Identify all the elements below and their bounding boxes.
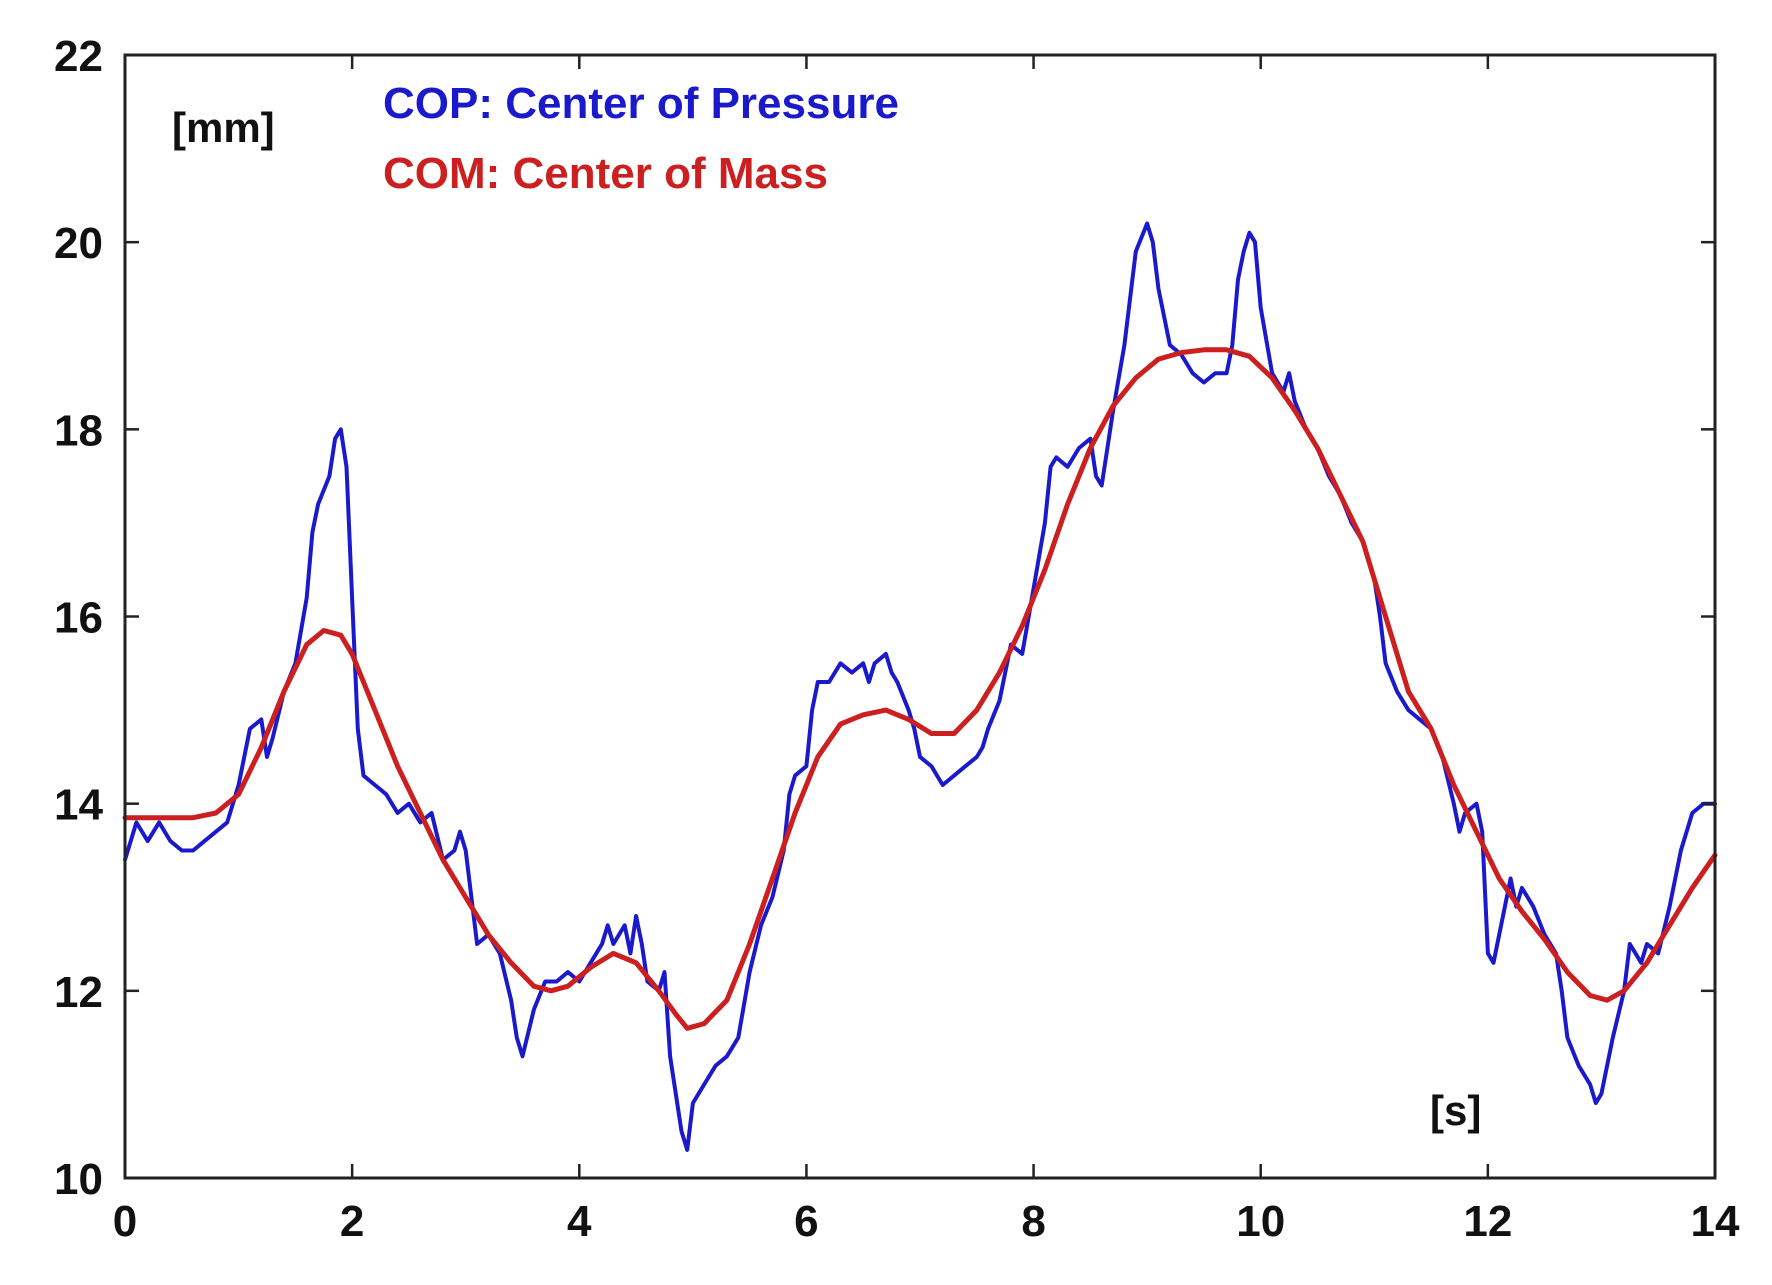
x-axis-unit-label: [s]: [1430, 1087, 1481, 1134]
axis-ticks: [123, 53, 1717, 1180]
plot-lines: [122, 221, 1718, 1152]
x-tick-label: 4: [567, 1197, 592, 1246]
y-tick-label: 12: [54, 968, 103, 1017]
y-tick-label: 20: [54, 219, 103, 268]
y-axis-unit-label: [mm]: [172, 104, 275, 151]
x-tick-label: 0: [113, 1197, 137, 1246]
legend-entry-com: COM: Center of Mass: [383, 149, 828, 198]
x-tick-label: 10: [1236, 1197, 1285, 1246]
x-tick-label: 8: [1021, 1197, 1045, 1246]
axis-tick-labels: 0 2 4 6 8 10 12 14 10 12 14 16 18 20 22: [54, 32, 1740, 1246]
y-tick-label: 22: [54, 32, 103, 81]
y-tick-label: 18: [54, 406, 103, 455]
y-tick-label: 14: [54, 781, 103, 830]
y-tick-label: 10: [54, 1155, 103, 1204]
x-tick-label: 6: [794, 1197, 818, 1246]
y-tick-label: 16: [54, 594, 103, 643]
x-tick-label: 2: [340, 1197, 364, 1246]
legend-entry-cop: COP: Center of Pressure: [383, 79, 899, 128]
x-tick-label: 14: [1691, 1197, 1740, 1246]
x-tick-label: 12: [1463, 1197, 1512, 1246]
series-line-com: [122, 347, 1718, 1031]
